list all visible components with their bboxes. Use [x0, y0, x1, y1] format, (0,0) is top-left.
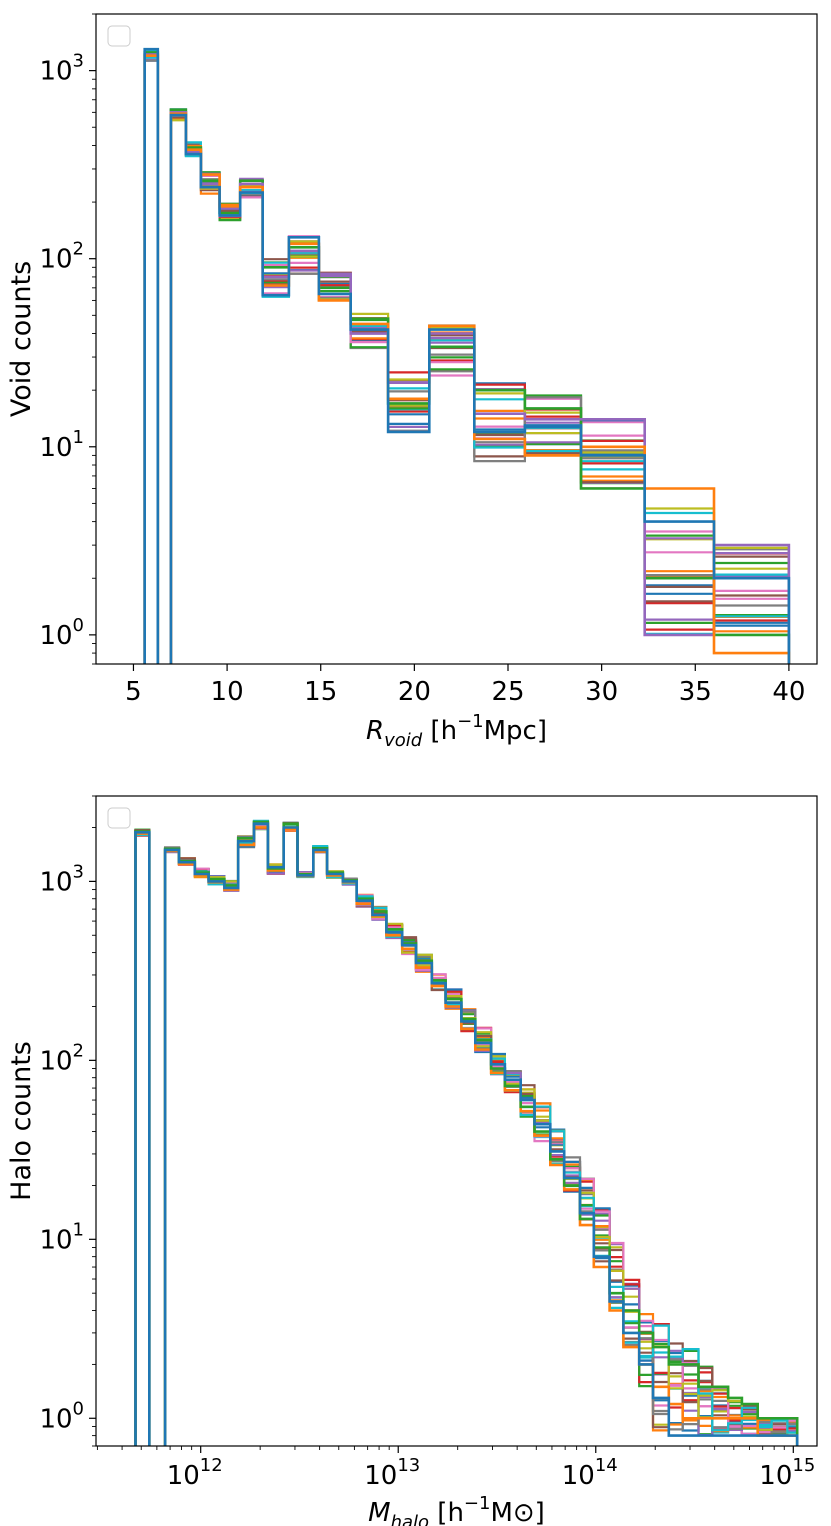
- x-label-sup: −1: [457, 711, 484, 732]
- x-tick-label: 25: [491, 677, 524, 707]
- y-tick-label: 101: [39, 1219, 84, 1255]
- y-tick-base: 10: [39, 1046, 72, 1076]
- x-tick-exp: 14: [595, 1455, 618, 1476]
- x-label-sup: −1: [464, 1493, 491, 1514]
- hist-series-1: [143, 49, 790, 664]
- y-tick-base: 10: [39, 1225, 72, 1255]
- axes-frame: [95, 13, 818, 665]
- y-tick-exp: 0: [73, 615, 84, 636]
- x-tick-base: 10: [364, 1461, 397, 1491]
- y-tick-label: 101: [39, 427, 84, 463]
- hist-series-blue: [134, 822, 799, 1446]
- hist-series-14: [143, 48, 790, 664]
- legend-box: [107, 807, 131, 829]
- x-tick-exp: 12: [200, 1455, 223, 1476]
- x-tick-label: 1013: [364, 1455, 420, 1491]
- hist-series-blue: [143, 47, 791, 664]
- plot-area: [134, 819, 799, 1446]
- y-tick-base: 10: [39, 867, 72, 897]
- y-tick-exp: 1: [73, 1219, 84, 1240]
- x-label-tail: Mpc]: [484, 716, 547, 746]
- x-label-rest: [h: [429, 1498, 464, 1526]
- plot-area: [143, 47, 791, 664]
- x-label-sub: void: [384, 730, 423, 751]
- y-tick-label: 103: [39, 51, 84, 87]
- y-tick-label: 102: [39, 1040, 84, 1076]
- y-tick-exp: 3: [73, 51, 84, 72]
- x-axis-label: Mhalo [h−1M⊙]: [368, 1493, 545, 1526]
- axes-frame: [95, 795, 818, 1447]
- hist-series-13: [143, 55, 790, 664]
- x-label-tail: M⊙]: [490, 1498, 544, 1526]
- x-tick-label: 1014: [562, 1455, 618, 1491]
- hist-series-5: [143, 48, 790, 664]
- x-tick-label: 30: [585, 677, 618, 707]
- x-label-base: M: [368, 1498, 390, 1526]
- hist-series-3: [143, 48, 790, 664]
- y-tick-label: 103: [39, 861, 84, 897]
- x-tick-base: 10: [167, 1461, 200, 1491]
- y-tick-label: 100: [39, 615, 84, 651]
- x-tick-base: 10: [759, 1461, 792, 1491]
- x-tick-label: 1012: [167, 1455, 223, 1491]
- x-label-rest: [h: [422, 716, 457, 746]
- y-tick-exp: 2: [73, 1040, 84, 1061]
- y-tick-label: 100: [39, 1398, 84, 1434]
- y-tick-base: 10: [39, 1404, 72, 1434]
- x-tick-exp: 15: [792, 1455, 815, 1476]
- y-tick-base: 10: [39, 433, 72, 463]
- y-tick-exp: 3: [73, 861, 84, 882]
- x-label-sub: halo: [391, 1512, 429, 1526]
- legend-box: [107, 25, 131, 47]
- x-tick-exp: 13: [397, 1455, 420, 1476]
- x-tick-label: 20: [398, 677, 431, 707]
- y-tick-base: 10: [39, 621, 72, 651]
- y-tick-exp: 0: [73, 1398, 84, 1419]
- y-tick-base: 10: [39, 57, 72, 87]
- x-tick-label: 35: [679, 677, 712, 707]
- x-tick-label: 5: [125, 677, 142, 707]
- x-tick-label: 1015: [759, 1455, 815, 1491]
- x-tick-label: 15: [304, 677, 337, 707]
- y-tick-exp: 1: [73, 427, 84, 448]
- x-tick-label: 40: [772, 677, 805, 707]
- x-tick-base: 10: [562, 1461, 595, 1491]
- x-axis-label: Rvoid [h−1Mpc]: [366, 711, 547, 751]
- y-tick-label: 102: [39, 239, 84, 275]
- y-axis-label: Halo counts: [6, 1041, 37, 1201]
- hist-series-green: [134, 820, 799, 1446]
- hist-series-10: [143, 49, 790, 664]
- y-tick-exp: 2: [73, 239, 84, 260]
- y-axis-label: Void counts: [6, 261, 37, 417]
- x-tick-label: 10: [211, 677, 244, 707]
- x-label-base: R: [366, 716, 384, 746]
- y-tick-base: 10: [39, 245, 72, 275]
